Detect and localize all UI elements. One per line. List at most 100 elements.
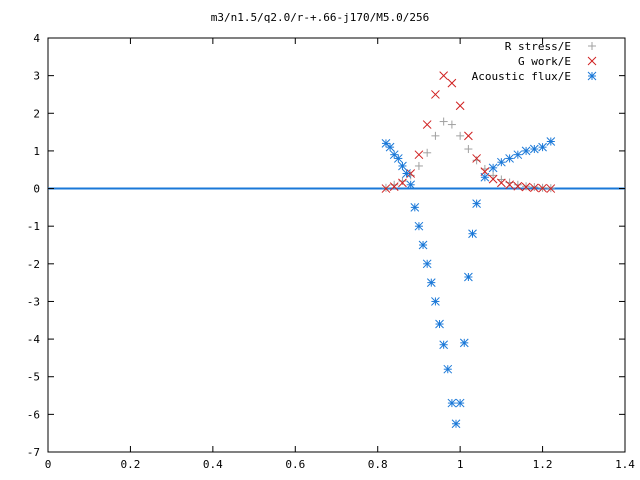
data-point (431, 131, 440, 140)
legend-label: G work/E (518, 55, 571, 68)
x-tick-label: 1.4 (615, 458, 635, 471)
data-point (451, 419, 461, 429)
data-point (538, 142, 547, 152)
series-layer (381, 71, 556, 429)
y-tick-label: -2 (27, 258, 40, 271)
data-point (414, 161, 423, 170)
data-point (472, 199, 481, 208)
y-tick-label: 4 (33, 32, 40, 45)
data-point (538, 183, 547, 193)
data-point (546, 184, 556, 193)
chart-title: m3/n1.5/q2.0/r-+.66-j170/M5.0/256 (211, 11, 430, 24)
y-tick-label: -7 (27, 446, 40, 459)
x-tick-label: 0.6 (285, 458, 305, 471)
y-tick-label: -6 (27, 408, 40, 421)
data-point (464, 131, 473, 141)
y-tick-label: -1 (27, 220, 40, 233)
y-tick-label: 2 (33, 107, 40, 120)
data-point (472, 154, 481, 163)
data-point (497, 178, 506, 188)
data-point (472, 156, 481, 165)
x-tick-label: 0.2 (120, 458, 140, 471)
x-tick-label: 1 (457, 458, 464, 471)
data-point (414, 221, 424, 231)
data-point (468, 229, 477, 239)
data-point (529, 144, 539, 154)
data-point (426, 278, 436, 287)
data-point (447, 120, 456, 129)
data-point (435, 319, 444, 329)
data-point (447, 398, 457, 408)
data-point (488, 174, 498, 184)
data-point (431, 90, 440, 99)
data-point (464, 145, 473, 154)
y-tick-label: 1 (33, 145, 40, 158)
axes: 0 0.2 0.4 0.6 0.8 1 1.2 1.4 4 3 2 1 0 -1 -2 -3 -4 -5 -6 -7 (27, 32, 636, 471)
data-point (521, 146, 531, 156)
data-point (497, 175, 506, 184)
data-point (381, 184, 391, 193)
data-point (393, 154, 403, 163)
data-point (489, 171, 498, 180)
data-point (402, 169, 411, 178)
data-point (447, 78, 457, 88)
data-point (505, 154, 514, 163)
data-point (513, 180, 522, 189)
data-point (406, 180, 416, 190)
y-tick-label: 3 (33, 70, 40, 83)
data-point (443, 364, 453, 374)
series-1 (381, 71, 556, 193)
y-tick-label: 0 (33, 183, 40, 196)
legend-marker (587, 56, 597, 66)
data-point (398, 177, 407, 186)
legend-marker (587, 71, 597, 81)
data-point (521, 182, 531, 192)
x-tick-label: 0.4 (203, 458, 223, 471)
data-point (513, 181, 523, 191)
x-tick-label: 1.2 (533, 458, 553, 471)
data-point (522, 182, 531, 191)
y-tick-label: -3 (27, 295, 40, 308)
data-point (455, 398, 465, 408)
y-tick-label: -5 (27, 371, 40, 384)
plot-frame (47, 37, 626, 453)
data-point (418, 240, 428, 250)
data-point (464, 272, 473, 282)
data-point (422, 120, 432, 129)
data-point (488, 163, 498, 173)
data-point (505, 180, 514, 190)
legend: R stress/E G work/E Acoustic flux/E (472, 40, 597, 83)
data-point (456, 131, 465, 140)
series-2 (381, 137, 556, 429)
data-point (414, 150, 424, 160)
data-point (529, 183, 539, 193)
data-point (546, 137, 556, 146)
legend-marker (588, 42, 596, 50)
data-point (459, 338, 469, 348)
data-point (439, 340, 449, 350)
x-tick-label: 0 (45, 458, 52, 471)
data-point (422, 259, 432, 269)
data-point (513, 150, 523, 160)
data-point (439, 117, 448, 126)
data-point (410, 203, 420, 212)
data-point (381, 183, 390, 192)
x-tick-label: 0.8 (368, 458, 388, 471)
data-point (406, 169, 416, 178)
data-point (398, 178, 407, 188)
legend-label: Acoustic flux/E (472, 70, 571, 83)
data-point (480, 172, 490, 182)
y-tick-label: -4 (27, 333, 41, 346)
data-point (439, 71, 449, 80)
data-point (423, 148, 432, 157)
data-point (390, 180, 399, 189)
series-0 (381, 117, 555, 193)
data-point (385, 142, 395, 152)
data-point (431, 297, 440, 306)
data-point (455, 101, 465, 111)
legend-label: R stress/E (505, 40, 571, 53)
data-point (398, 161, 407, 171)
data-point (389, 182, 399, 192)
data-point (497, 157, 506, 167)
